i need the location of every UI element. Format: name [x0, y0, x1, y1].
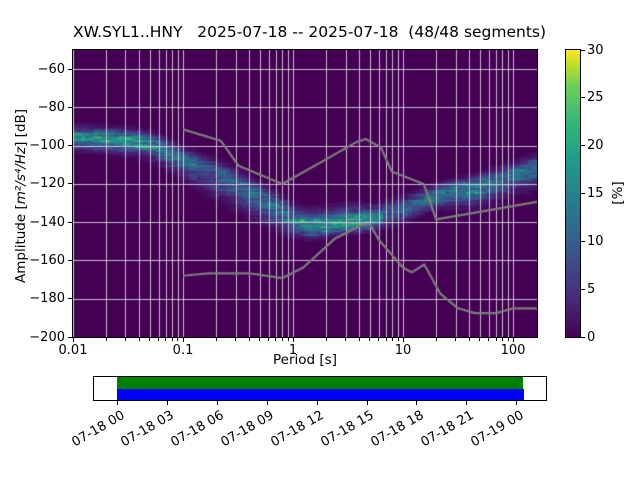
x-minor-tick-mark	[235, 338, 236, 341]
y-tick-label: −60	[37, 61, 65, 77]
colorbar-tick-label: 20	[587, 138, 604, 154]
x-minor-tick-mark	[507, 338, 509, 341]
y-tick-mark	[68, 106, 72, 108]
x-tick-label: 100	[500, 343, 526, 358]
colorbar-tick-label: 5	[587, 281, 596, 297]
x-minor-tick-mark	[149, 338, 151, 341]
y-tick-label: −100	[29, 138, 65, 154]
colorbar-tick-mark	[581, 336, 585, 338]
colorbar-tick-label: 30	[587, 42, 604, 58]
x-minor-tick-mark	[385, 338, 387, 341]
colorbar-tick-label: 0	[587, 329, 596, 345]
plot-title: XW.SYL1..HNY 2025-07-18 -- 2025-07-18 (4…	[73, 23, 547, 41]
x-minor-tick-mark	[259, 338, 261, 341]
x-minor-tick-mark	[215, 338, 217, 341]
x-minor-tick-mark	[479, 338, 481, 341]
y-tick-label: −120	[29, 176, 65, 192]
timeline-tick-mark	[166, 401, 168, 405]
colorbar-tick-mark	[581, 193, 585, 194]
y-tick-label: −200	[29, 329, 65, 345]
colorbar-tick-mark	[581, 240, 585, 242]
colorbar	[565, 49, 581, 338]
x-tick-mark	[182, 338, 184, 342]
x-tick-mark	[72, 338, 74, 342]
x-minor-tick-mark	[287, 338, 289, 341]
colorbar-tick-mark	[581, 49, 585, 51]
colorbar-gradient	[566, 50, 580, 337]
colorbar-tick-mark	[581, 97, 585, 99]
y-tick-mark	[68, 336, 72, 338]
colorbar-tick-label: 25	[587, 90, 604, 106]
x-tick-label: 1	[288, 343, 298, 358]
x-minor-tick-mark	[105, 338, 107, 341]
y-tick-label: −180	[29, 291, 65, 307]
x-minor-tick-mark	[455, 338, 457, 341]
x-minor-tick-mark	[397, 338, 399, 341]
x-minor-tick-mark	[358, 338, 360, 341]
x-minor-tick-mark	[501, 338, 503, 341]
y-tick-label: −80	[37, 99, 65, 115]
x-axis-label: Period [s]	[273, 352, 337, 368]
x-minor-tick-mark	[435, 338, 437, 341]
timeline-tick-mark	[466, 401, 468, 405]
x-tick-mark	[292, 338, 294, 342]
colorbar-tick-label: 10	[587, 233, 604, 249]
y-tick-mark	[68, 259, 72, 261]
y-tick-mark	[68, 145, 72, 147]
x-minor-tick-mark	[138, 338, 140, 341]
coverage-bar-data	[117, 377, 523, 389]
colorbar-tick-label: 15	[587, 186, 604, 201]
x-minor-tick-mark	[325, 338, 327, 341]
x-minor-tick-mark	[345, 338, 347, 341]
x-minor-tick-mark	[124, 338, 126, 341]
x-tick-mark	[512, 338, 514, 342]
x-minor-tick-mark	[468, 338, 470, 341]
timeline-tick-mark	[117, 401, 118, 405]
y-tick-mark	[68, 68, 72, 70]
x-minor-tick-mark	[378, 338, 380, 341]
colorbar-tick-mark	[581, 145, 585, 147]
x-minor-tick-mark	[248, 338, 250, 341]
ppsd-heatmap-canvas	[73, 50, 537, 337]
x-minor-tick-mark	[488, 338, 490, 341]
x-minor-tick-mark	[165, 338, 167, 341]
timeline-tick-mark	[316, 401, 318, 405]
x-minor-tick-mark	[171, 338, 173, 341]
timeline-tick-mark	[516, 401, 518, 405]
x-tick-mark	[402, 338, 404, 342]
x-minor-tick-mark	[369, 338, 371, 341]
timeline-tick-mark	[266, 401, 268, 405]
x-tick-label: 0.1	[172, 343, 194, 358]
x-minor-tick-mark	[281, 338, 283, 341]
timeline-tick-mark	[366, 401, 368, 405]
timeline-tick-mark	[216, 401, 218, 405]
y-tick-label: −160	[29, 252, 65, 268]
y-tick-mark	[68, 183, 72, 185]
x-tick-label: 0.01	[58, 343, 88, 358]
x-minor-tick-mark	[495, 338, 497, 341]
x-tick-label: 10	[394, 343, 412, 358]
coverage-timeline	[93, 376, 547, 401]
x-minor-tick-mark	[268, 338, 270, 341]
x-minor-tick-mark	[275, 338, 277, 341]
x-minor-tick-mark	[177, 338, 179, 341]
y-tick-mark	[68, 221, 72, 223]
x-minor-tick-mark	[391, 338, 393, 341]
coverage-bar-segments	[117, 388, 524, 400]
x-minor-tick-mark	[158, 338, 160, 341]
timeline-tick-mark	[416, 401, 418, 405]
y-tick-mark	[68, 298, 72, 300]
main-plot-area	[72, 49, 538, 338]
colorbar-tick-mark	[581, 288, 585, 290]
y-tick-label: −140	[29, 214, 65, 230]
